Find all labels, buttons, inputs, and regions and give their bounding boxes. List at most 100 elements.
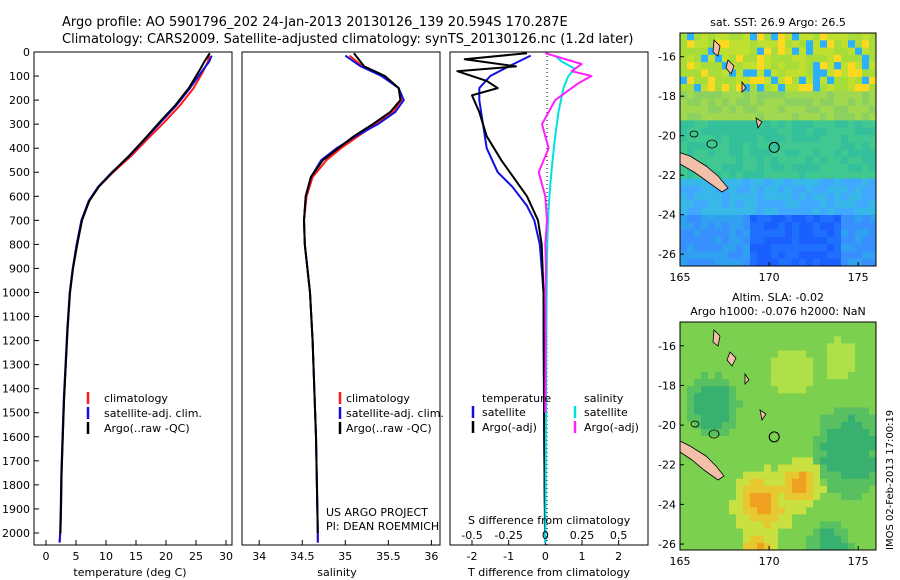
heatmap-cell bbox=[778, 322, 786, 330]
heatmap-cell bbox=[729, 258, 737, 266]
heatmap-cell bbox=[813, 113, 821, 121]
heatmap-cell bbox=[806, 47, 814, 56]
sla-map-title-line2: Argo h1000: -0.076 h2000: NaN bbox=[690, 305, 866, 318]
heatmap-cell bbox=[848, 336, 856, 344]
y-tick-label: 700 bbox=[9, 214, 30, 227]
y-tick-label: 1800 bbox=[2, 479, 30, 492]
heatmap-cell bbox=[806, 244, 814, 253]
heatmap-cell bbox=[736, 485, 744, 494]
heatmap-cell bbox=[708, 229, 716, 238]
heatmap-cell bbox=[771, 336, 779, 344]
heatmap-cell bbox=[722, 222, 730, 231]
heatmap-cell bbox=[813, 47, 821, 56]
heatmap-cell bbox=[841, 493, 849, 501]
heatmap-cell bbox=[680, 164, 688, 172]
heatmap-cell bbox=[722, 215, 730, 223]
heatmap-cell bbox=[729, 171, 737, 180]
heatmap-cell bbox=[827, 113, 835, 121]
heatmap-cell bbox=[841, 229, 849, 238]
heatmap-cell bbox=[708, 450, 716, 458]
heatmap-cell bbox=[785, 343, 793, 352]
heatmap-cell bbox=[792, 428, 800, 437]
heatmap-cell bbox=[869, 33, 876, 41]
heatmap-cell bbox=[680, 471, 688, 480]
heatmap-cell bbox=[806, 185, 814, 194]
heatmap-cell bbox=[722, 436, 730, 444]
heatmap-cell bbox=[701, 421, 709, 430]
heatmap-cell bbox=[743, 91, 751, 100]
heatmap-cell bbox=[806, 98, 814, 107]
heatmap-cell bbox=[687, 200, 695, 209]
heatmap-cell bbox=[813, 386, 821, 394]
heatmap-cell bbox=[813, 329, 821, 337]
heatmap-cell bbox=[736, 407, 744, 416]
heatmap-cell bbox=[841, 236, 849, 245]
heatmap-cell bbox=[743, 40, 751, 49]
heatmap-cell bbox=[743, 84, 751, 92]
heatmap-cell bbox=[848, 185, 856, 194]
heatmap-cell bbox=[708, 200, 716, 209]
heatmap-cell bbox=[715, 251, 723, 260]
heatmap-cell bbox=[764, 478, 772, 487]
y-tick-label: 1900 bbox=[2, 503, 30, 516]
heatmap-cell bbox=[694, 407, 702, 416]
heatmap-cell bbox=[694, 193, 702, 202]
heatmap-cell bbox=[750, 386, 758, 394]
heatmap-cell bbox=[715, 364, 723, 373]
heatmap-cell bbox=[729, 485, 737, 494]
heatmap-cell bbox=[848, 343, 856, 352]
heatmap-cell bbox=[869, 47, 876, 56]
heatmap-cell bbox=[806, 171, 814, 180]
heatmap-cell bbox=[813, 436, 821, 444]
heatmap-cell bbox=[813, 400, 821, 409]
heatmap-cell bbox=[680, 329, 688, 337]
heatmap-cell bbox=[687, 386, 695, 394]
heatmap-cell bbox=[701, 76, 709, 85]
heatmap-cell bbox=[855, 40, 863, 49]
heatmap-cell bbox=[869, 336, 876, 344]
heatmap-cell bbox=[813, 485, 821, 494]
heatmap-cell bbox=[841, 436, 849, 444]
heatmap-cell bbox=[750, 207, 758, 216]
heatmap-cell bbox=[715, 421, 723, 430]
heatmap-cell bbox=[792, 40, 800, 49]
heatmap-cell bbox=[764, 350, 772, 359]
heatmap-cell bbox=[785, 521, 793, 530]
heatmap-cell bbox=[778, 400, 786, 409]
heatmap-cell bbox=[694, 105, 702, 114]
heatmap-cell bbox=[848, 244, 856, 253]
heatmap-cell bbox=[806, 336, 814, 344]
heatmap-cell bbox=[799, 113, 807, 121]
heatmap-cell bbox=[869, 229, 876, 238]
heatmap-cell bbox=[806, 471, 814, 480]
heatmap-cell bbox=[757, 414, 765, 423]
heatmap-cell bbox=[806, 500, 814, 508]
heatmap-cell bbox=[841, 393, 849, 401]
salinity-panel: 34 34.5 35 35.5 36 salinity climatology sate… bbox=[241, 51, 444, 579]
heatmap-cell bbox=[841, 33, 849, 41]
heatmap-cell bbox=[785, 514, 793, 523]
heatmap-cell bbox=[743, 357, 751, 366]
heatmap-cell bbox=[855, 542, 863, 550]
heatmap-cell bbox=[862, 386, 870, 394]
vanuatu-island bbox=[726, 351, 737, 367]
heatmap-cell bbox=[722, 443, 730, 451]
heatmap-cell bbox=[764, 98, 772, 107]
heatmap-cell bbox=[848, 149, 856, 158]
heatmap-cell bbox=[743, 379, 751, 387]
heatmap-cell bbox=[827, 464, 835, 473]
heatmap-cell bbox=[722, 414, 730, 423]
heatmap-cell bbox=[785, 193, 793, 202]
heatmap-cell bbox=[820, 336, 828, 344]
heatmap-cell bbox=[827, 521, 835, 530]
heatmap-cell bbox=[834, 471, 842, 480]
heatmap-cell bbox=[729, 134, 737, 143]
heatmap-cell bbox=[771, 493, 779, 501]
heatmap-cell bbox=[687, 222, 695, 231]
heatmap-cell bbox=[680, 521, 688, 530]
heatmap-cell bbox=[764, 400, 772, 409]
heatmap-cell bbox=[750, 421, 758, 430]
heatmap-cell bbox=[785, 185, 793, 194]
t-difference-label: T difference from climatology bbox=[467, 566, 630, 579]
heatmap-cell bbox=[680, 33, 688, 41]
